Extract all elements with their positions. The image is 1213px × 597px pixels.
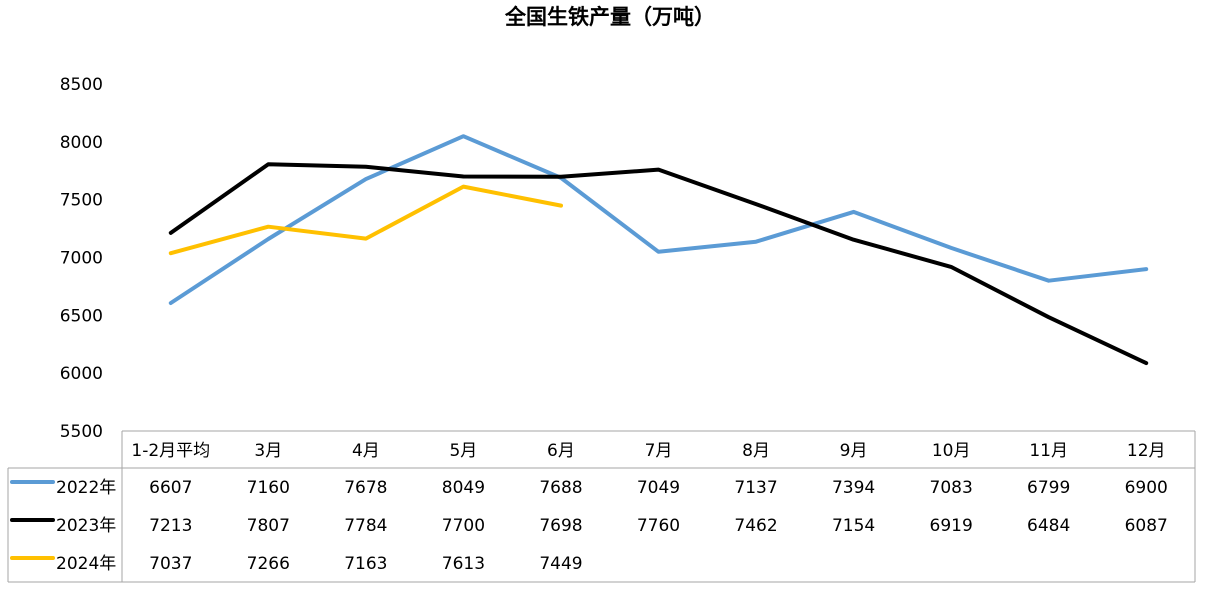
category-label: 5月 [449,441,477,461]
table-value: 7154 [832,516,875,536]
table-value: 7394 [832,478,875,498]
category-label: 8月 [742,441,770,461]
y-tick-label: 6000 [60,364,103,384]
legend-label: 2023年 [56,516,116,536]
category-label: 4月 [352,441,380,461]
data-table: 1-2月平均 3月 4月 5月 6月 7月 8月 9月 10月 11月 12月 2022年 6607 71… [7,430,1196,583]
y-tick-label: 8000 [60,133,103,153]
table-value: 7760 [637,516,680,536]
table-value: 6900 [1125,478,1168,498]
table-value: 7163 [344,554,387,574]
table-value: 7160 [247,478,290,498]
table-value: 7807 [247,516,290,536]
category-label: 6月 [547,441,575,461]
y-tick-label: 8500 [60,75,103,95]
table-value: 7700 [442,516,485,536]
table-value: 7266 [247,554,290,574]
table-value: 7462 [734,516,777,536]
table-value: 6607 [149,478,192,498]
table-value: 6484 [1027,516,1070,536]
table-value: 6087 [1125,516,1168,536]
category-label: 10月 [932,441,971,461]
table-value: 7137 [734,478,777,498]
y-axis: 5500 6000 6500 7000 7500 8000 8500 [60,75,103,442]
y-tick-label: 6500 [60,306,103,326]
category-label: 11月 [1029,441,1068,461]
y-tick-label: 5500 [60,422,103,442]
chart-title: 全国生铁产量（万吨） [504,5,715,29]
table-value: 7698 [539,516,582,536]
table-value: 8049 [442,478,485,498]
category-label: 12月 [1127,441,1166,461]
legend-label: 2024年 [56,554,116,574]
table-value: 6919 [930,516,973,536]
table-value: 7784 [344,516,387,536]
y-tick-label: 7000 [60,249,103,269]
series-line [168,162,1149,366]
table-value: 7449 [539,554,582,574]
table-value: 7213 [149,516,192,536]
table-value: 7678 [344,478,387,498]
legend-label: 2022年 [56,478,116,498]
table-value: 7037 [149,554,192,574]
table-value: 6799 [1027,478,1070,498]
series-lines [168,134,1149,366]
y-tick-label: 7500 [60,191,103,211]
table-value: 7049 [637,478,680,498]
series-line [168,134,1149,305]
category-label: 7月 [645,441,673,461]
category-label: 3月 [254,441,282,461]
table-value: 7688 [539,478,582,498]
table-value: 7613 [442,554,485,574]
table-value: 7083 [930,478,973,498]
series-line [168,184,563,256]
category-label: 1-2月平均 [131,441,210,461]
category-label: 9月 [840,441,868,461]
